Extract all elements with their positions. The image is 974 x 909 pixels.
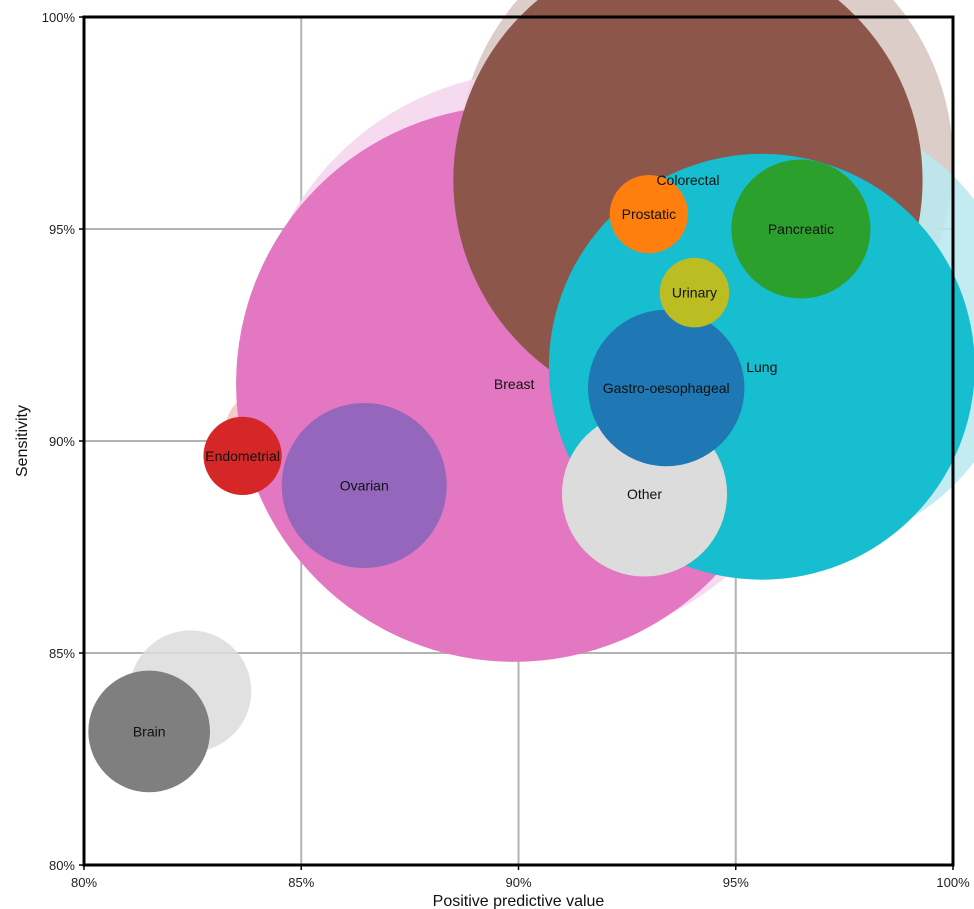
bubble-labels: Colorectal Prostatic Pancreatic Urinary Lung… <box>133 172 834 739</box>
bubble-prostatic <box>609 175 688 254</box>
x-tick-label: 80% <box>71 875 97 890</box>
bubble-label-endometrial: Endometrial <box>205 448 280 464</box>
bubble-label-pancreatic: Pancreatic <box>768 221 834 237</box>
bubbles <box>88 0 974 793</box>
y-tick-label: 95% <box>49 222 75 237</box>
bubble-label-ovarian: Ovarian <box>340 478 389 494</box>
y-tick-label: 85% <box>49 646 75 661</box>
y-tick-label: 80% <box>49 858 75 873</box>
bubble-label-brain: Brain <box>133 723 166 739</box>
x-tick-label: 85% <box>288 875 314 890</box>
y-axis-title: Sensitivity <box>14 405 31 477</box>
bubble-gastro-oesophageal <box>588 309 745 467</box>
y-tick-label: 100% <box>42 10 76 25</box>
bubble-label-prostatic: Prostatic <box>622 206 676 222</box>
x-tick-label: 100% <box>936 875 970 890</box>
y-tick-label: 90% <box>49 434 75 449</box>
bubble-label-urinary: Urinary <box>672 285 717 301</box>
y-tick-labels: 80% 85% 90% 95% 100% <box>42 10 84 873</box>
x-tick-label: 90% <box>505 875 531 890</box>
bubble-urinary <box>659 257 730 328</box>
bubble-label-breast: Breast <box>494 376 535 392</box>
bubble-pancreatic <box>731 159 871 299</box>
bubble-ovarian <box>281 402 447 569</box>
bubble-label-colorectal: Colorectal <box>656 172 719 188</box>
bubble-label-lung: Lung <box>746 359 777 375</box>
bubble-label-other: Other <box>627 486 662 502</box>
bubble-label-gastro-oesophageal: Gastro-oesophageal <box>603 380 730 396</box>
x-tick-label: 95% <box>723 875 749 890</box>
bubble-brain <box>88 670 211 793</box>
x-tick-labels: 80% 85% 90% 95% 100% <box>71 865 970 890</box>
bubble-endometrial <box>203 416 282 495</box>
x-axis-title: Positive predictive value <box>433 893 605 909</box>
